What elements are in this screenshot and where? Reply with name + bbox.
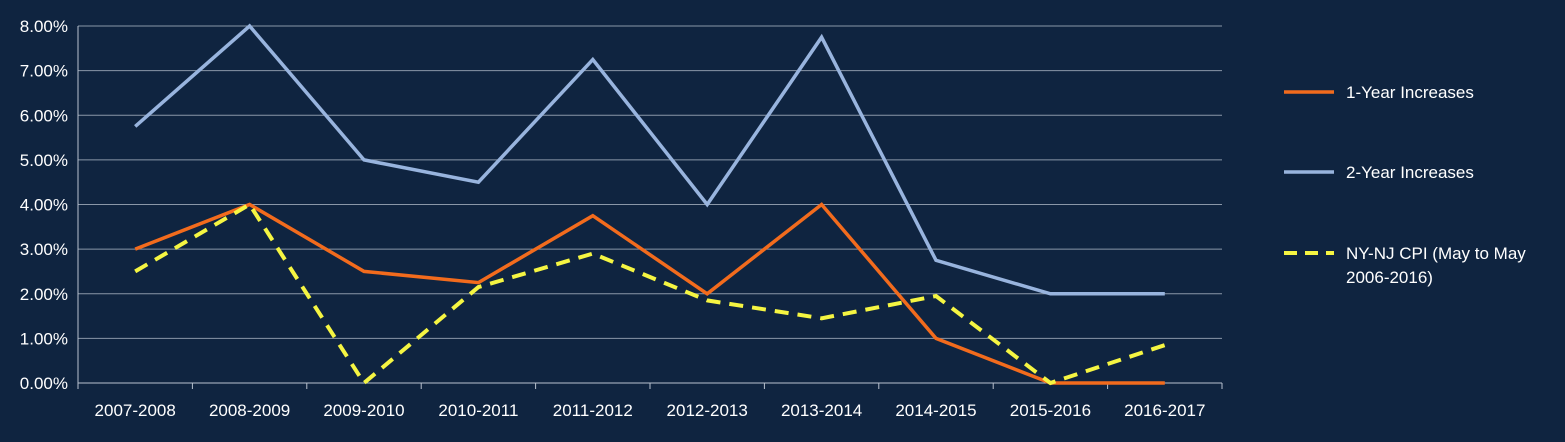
- legend-label-2: 2-Year Increases: [1346, 163, 1474, 182]
- y-tick-label: 0.00%: [20, 374, 68, 393]
- legend-label-3: NY-NJ CPI (May to May: [1346, 244, 1526, 263]
- series-line-1: [134, 202, 1165, 385]
- y-tick-label: 2.00%: [20, 285, 68, 304]
- y-tick-label: 8.00%: [20, 17, 68, 36]
- series-line-3: [134, 201, 1166, 386]
- legend-label-1: 1-Year Increases: [1346, 83, 1474, 102]
- y-tick-label: 6.00%: [20, 106, 68, 125]
- y-tick-label: 5.00%: [20, 151, 68, 170]
- y-tick-label: 3.00%: [20, 240, 68, 259]
- y-tick-label: 4.00%: [20, 196, 68, 215]
- series-line-2: [134, 23, 1165, 296]
- x-tick-label: 2007-2008: [95, 401, 176, 420]
- x-tick-label: 2015-2016: [1010, 401, 1091, 420]
- y-tick-label: 7.00%: [20, 62, 68, 81]
- x-tick-label: 2014-2015: [895, 401, 976, 420]
- x-tick-label: 2010-2011: [438, 401, 518, 420]
- legend-label-3: 2006-2016): [1346, 268, 1433, 287]
- x-tick-label: 2011-2012: [553, 401, 633, 420]
- y-tick-label: 1.00%: [20, 329, 68, 348]
- x-tick-label: 2009-2010: [323, 401, 404, 420]
- x-tick-label: 2012-2013: [667, 401, 748, 420]
- x-tick-label: 2016-2017: [1124, 401, 1205, 420]
- x-tick-label: 2008-2009: [209, 401, 290, 420]
- x-tick-label: 2013-2014: [781, 401, 862, 420]
